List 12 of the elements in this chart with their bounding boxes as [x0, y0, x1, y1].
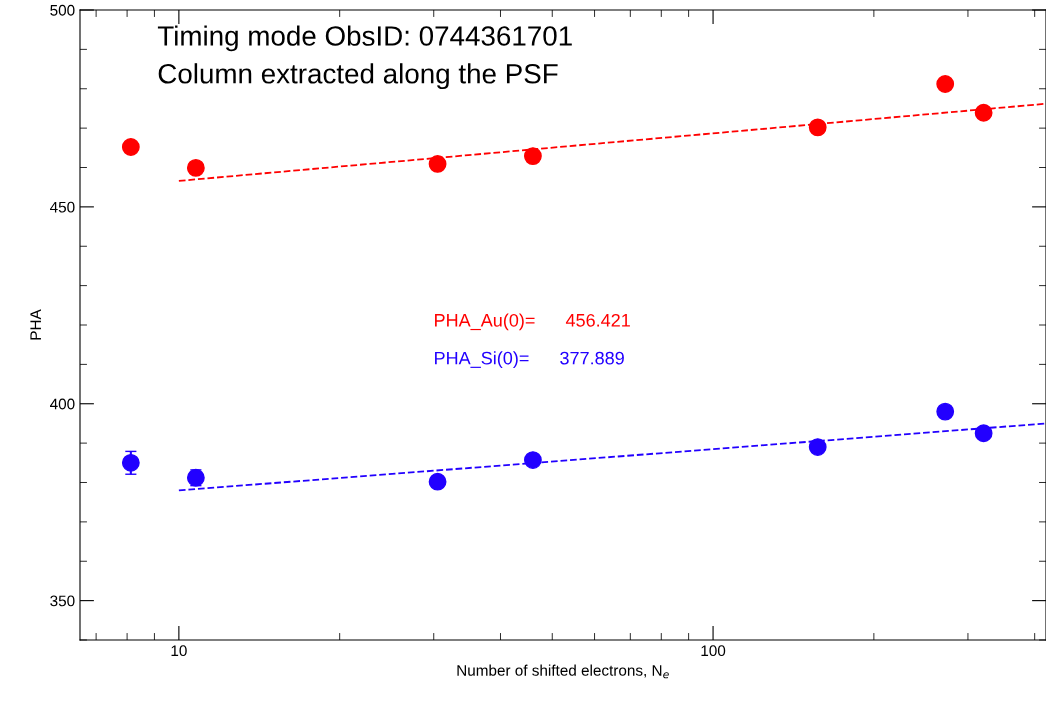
x-tick-label: 100: [701, 645, 726, 657]
annotation: PHA_Si(0)= 377.889: [435, 351, 624, 369]
y-tick-label: 400: [50, 398, 75, 410]
annotation: Timing mode ObsID: 0744361701: [157, 25, 572, 52]
y-tick-label: 450: [50, 201, 75, 213]
y-tick-label: 350: [50, 595, 75, 607]
annotation: Column extracted along the PSF: [158, 63, 558, 90]
x-axis-title: Number of shifted electrons, N$_{e}$: [457, 664, 669, 679]
x-tick-label: 10: [171, 645, 187, 657]
annotation: PHA_Au(0)= 456.421: [435, 313, 630, 331]
y-axis-title: PHA: [30, 309, 41, 340]
y-tick-label: 500: [50, 4, 75, 16]
